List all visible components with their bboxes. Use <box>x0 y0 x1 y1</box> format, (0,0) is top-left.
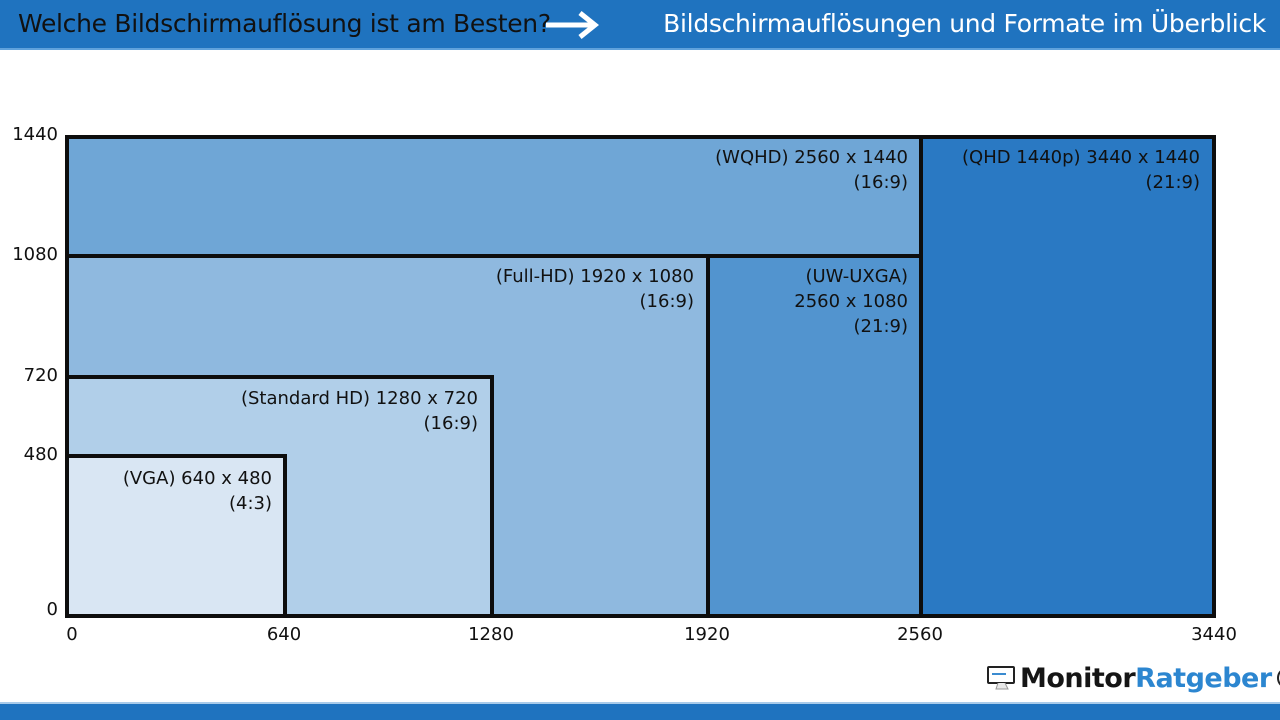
qhd-1440p-label-line1: (QHD 1440p) 3440 x 1440 <box>962 147 1200 168</box>
24-hour-badge-icon: 24 <box>1276 670 1280 686</box>
logo-text-monitor: Monitor <box>1020 662 1136 694</box>
x-tick-2560: 2560 <box>897 624 943 645</box>
right-arrow-icon <box>546 11 600 39</box>
vga-label-line2: (4:3) <box>228 493 272 514</box>
wqhd-label-line2: (16:9) <box>853 172 908 193</box>
x-tick-1920: 1920 <box>684 624 730 645</box>
wqhd-label: (WQHD) 2560 x 1440 (16:9) <box>715 145 908 195</box>
x-tick-3440: 3440 <box>1191 624 1237 645</box>
vga-rect <box>65 454 287 618</box>
x-tick-640: 640 <box>266 624 302 645</box>
footer-bar <box>0 702 1280 720</box>
wqhd-label-line1: (WQHD) 2560 x 1440 <box>715 147 908 168</box>
title-banner: Welche Bildschirmauflösung ist am Besten… <box>0 0 1280 50</box>
qhd-1440p-label-line2: (21:9) <box>1145 172 1200 193</box>
monitor-icon <box>987 666 1015 690</box>
uw-uxga-label-line3: (21:9) <box>853 316 908 337</box>
y-tick-720: 720 <box>23 365 58 386</box>
uw-uxga-label: (UW-UXGA) 2560 x 1080 (21:9) <box>794 264 908 339</box>
x-tick-0: 0 <box>66 624 78 645</box>
y-tick-1440: 1440 <box>12 124 58 145</box>
answer-heading: Bildschirmauflösungen und Formate im Übe… <box>663 9 1266 38</box>
y-tick-1080: 1080 <box>12 244 58 265</box>
full-hd-label-line1: (Full-HD) 1920 x 1080 <box>495 266 694 287</box>
standard-hd-label-line2: (16:9) <box>423 413 478 434</box>
full-hd-label: (Full-HD) 1920 x 1080 (16:9) <box>496 264 694 314</box>
standard-hd-label: (Standard HD) 1280 x 720 (16:9) <box>241 386 478 436</box>
logo-text-ratgeber: Ratgeber <box>1135 662 1272 694</box>
y-tick-0: 0 <box>46 599 58 620</box>
monitorratgeber-logo: Monitor Ratgeber 24 <box>986 660 1280 696</box>
question-heading: Welche Bildschirmauflösung ist am Besten… <box>18 9 551 38</box>
qhd-1440p-label: (QHD 1440p) 3440 x 1440 (21:9) <box>962 145 1200 195</box>
uw-uxga-label-line1: (UW-UXGA) <box>805 266 908 287</box>
y-tick-480: 480 <box>23 444 58 465</box>
standard-hd-label-line1: (Standard HD) 1280 x 720 <box>240 388 478 409</box>
vga-label: (VGA) 640 x 480 (4:3) <box>123 466 272 516</box>
uw-uxga-label-line2: 2560 x 1080 <box>794 291 908 312</box>
x-tick-1280: 1280 <box>468 624 514 645</box>
vga-label-line1: (VGA) 640 x 480 <box>122 468 272 489</box>
full-hd-label-line2: (16:9) <box>639 291 694 312</box>
